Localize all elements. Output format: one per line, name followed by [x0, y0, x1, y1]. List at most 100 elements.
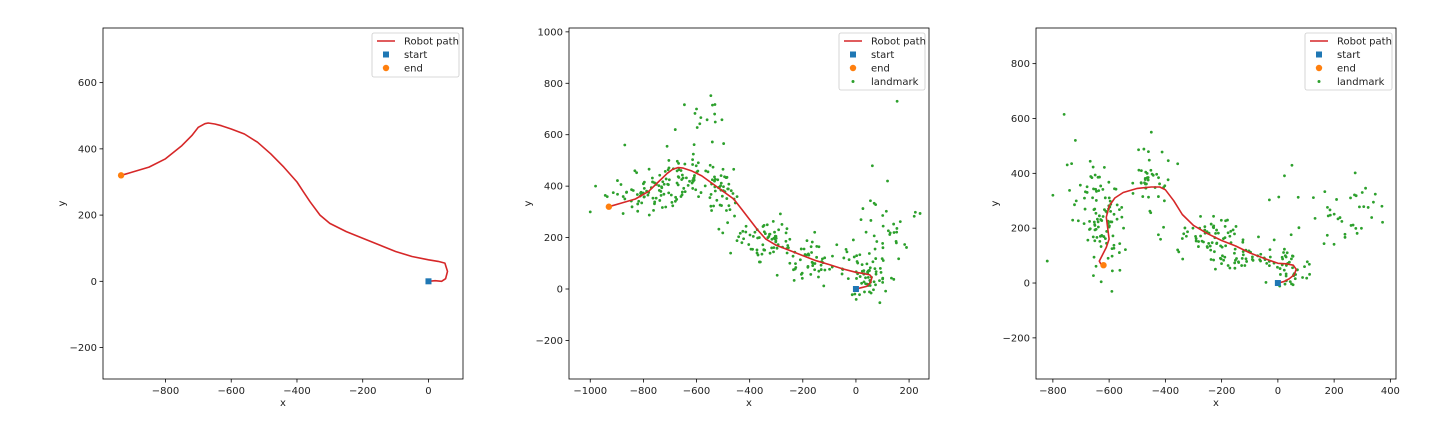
landmark-point [1094, 211, 1098, 215]
x-axis-label: x [1213, 398, 1219, 409]
legend-start-swatch [383, 51, 389, 58]
landmark-point [863, 290, 866, 294]
landmark-point [1284, 255, 1288, 259]
landmark-point [1194, 235, 1197, 238]
landmark-point [1145, 176, 1149, 180]
landmark-point [1233, 247, 1237, 251]
landmark-point [630, 205, 634, 209]
landmark-point [660, 206, 664, 209]
landmark-point [1102, 235, 1106, 238]
x-tick-label: 0 [1275, 386, 1281, 397]
landmark-point [1214, 232, 1217, 235]
landmark-point [792, 278, 796, 282]
landmark-point [785, 227, 789, 231]
landmark-point [1088, 159, 1092, 163]
landmark-point [1215, 228, 1218, 232]
landmark-point [1101, 215, 1105, 218]
landmark-point [1070, 162, 1074, 165]
landmark-point [794, 262, 797, 266]
landmark-point [605, 195, 609, 199]
landmark-point [1215, 241, 1219, 245]
landmark-point [740, 241, 744, 245]
landmark-point [636, 202, 640, 206]
landmark-point [763, 232, 767, 236]
landmark-point [623, 143, 627, 147]
y-tick-label: 0 [91, 277, 97, 288]
landmark-point [1092, 208, 1096, 212]
x-tick-label: −600 [1095, 386, 1122, 397]
landmark-point [1162, 225, 1165, 229]
landmark-point [713, 103, 717, 106]
landmark-point [1092, 274, 1095, 278]
landmark-point [892, 277, 896, 281]
landmark-point [642, 186, 646, 190]
landmark-point [657, 188, 661, 192]
landmark-point [855, 277, 858, 280]
landmark-point [1197, 245, 1200, 248]
landmark-point [696, 161, 700, 165]
landmark-point [852, 255, 856, 259]
landmark-point [1278, 267, 1282, 270]
landmark-point [886, 229, 890, 233]
landmark-point [918, 212, 922, 215]
landmark-point [1241, 240, 1245, 244]
landmark-point [1155, 172, 1159, 176]
landmark-point [659, 193, 663, 197]
landmark-point [727, 182, 731, 186]
y-tick-label: 200 [544, 233, 563, 244]
landmark-point [709, 94, 713, 98]
landmark-point [1282, 251, 1285, 254]
landmark-point [673, 199, 677, 203]
landmark-point [751, 234, 755, 238]
landmark-point [1194, 237, 1198, 240]
landmark-point [741, 229, 745, 233]
x-tick-label: −800 [1039, 386, 1066, 397]
landmark-point [669, 193, 673, 197]
landmark-point [1210, 241, 1214, 245]
x-tick-label: −1000 [573, 386, 607, 397]
landmark-point [868, 290, 871, 294]
robot-path-line [120, 122, 449, 283]
landmark-point [1144, 182, 1147, 186]
landmark-point [894, 239, 898, 243]
landmark-point [1362, 205, 1366, 209]
y-tick-label: 800 [544, 79, 563, 90]
landmark-point [1380, 204, 1384, 208]
landmark-point [823, 256, 827, 260]
landmark-point [1267, 264, 1271, 268]
landmark-point [731, 192, 735, 195]
landmark-point [1156, 233, 1160, 237]
landmark-point [735, 195, 739, 199]
landmark-point [1213, 250, 1216, 254]
landmark-point [697, 195, 700, 199]
landmark-point [886, 179, 889, 183]
legend-label: end [871, 64, 890, 75]
landmark-point [1158, 182, 1161, 186]
landmark-point [744, 224, 748, 228]
landmark-point [721, 231, 725, 235]
landmark-point [660, 186, 664, 190]
landmark-point [1283, 282, 1287, 286]
landmark-point [768, 251, 772, 255]
landmark-point [682, 186, 686, 190]
landmark-point [704, 169, 708, 173]
landmark-point [737, 235, 741, 239]
landmark-point [696, 169, 700, 173]
landmark-point [1233, 261, 1237, 265]
landmark-point [770, 246, 774, 250]
landmark-point [1186, 230, 1189, 234]
landmark-point [860, 281, 864, 285]
landmark-point [594, 184, 597, 188]
landmark-point [1305, 260, 1309, 264]
landmark-point [675, 159, 679, 163]
landmark-point [1290, 257, 1293, 261]
landmark-point [1108, 224, 1111, 228]
landmark-point [1241, 238, 1245, 242]
landmark-point [850, 293, 854, 297]
landmark-point [815, 244, 819, 248]
landmark-point [775, 246, 779, 250]
landmark-point [719, 181, 723, 185]
landmark-point [677, 161, 680, 165]
legend-label: landmark [1337, 77, 1385, 88]
landmark-point [711, 103, 714, 107]
